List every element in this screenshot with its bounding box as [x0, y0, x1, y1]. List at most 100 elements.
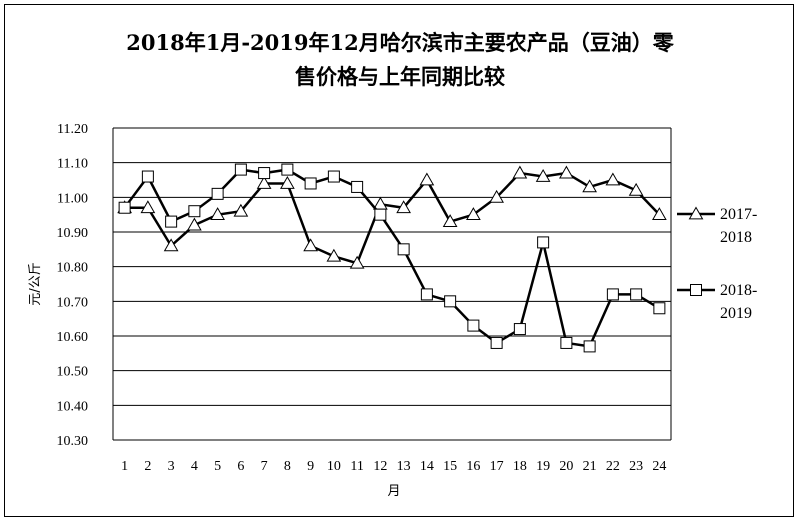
y-tick-label: 11.10 — [57, 157, 88, 172]
data-point-square — [397, 243, 410, 256]
data-point-square — [327, 170, 340, 183]
y-tick-label: 10.30 — [57, 434, 89, 449]
y-tick-label: 10.60 — [57, 330, 89, 345]
x-tick-label: 1 — [121, 459, 128, 474]
data-point-triangle — [303, 238, 318, 252]
data-point-triangle — [442, 214, 458, 227]
data-point-triangle — [163, 238, 179, 252]
legend-item-1: 2017- 2018 — [677, 206, 757, 246]
data-point-square — [211, 187, 224, 200]
y-tick-label: 10.90 — [57, 226, 89, 241]
data-point-square — [653, 302, 666, 315]
x-tick-label: 16 — [466, 459, 480, 474]
legend-label: 2018 — [720, 229, 752, 246]
x-tick-label: 18 — [513, 459, 527, 474]
data-point-square — [141, 170, 154, 183]
series-1 — [117, 165, 667, 269]
x-tick-label: 13 — [397, 459, 411, 474]
data-point-square — [281, 163, 294, 176]
data-point-square — [583, 340, 596, 353]
data-point-square — [630, 288, 643, 301]
legend-label: 2018- — [720, 282, 757, 299]
x-tick-label: 5 — [214, 459, 221, 474]
x-tick-label: 21 — [583, 459, 597, 474]
data-point-triangle — [688, 206, 704, 220]
data-point-triangle — [187, 217, 202, 231]
data-point-square — [606, 288, 619, 301]
x-tick-label: 17 — [490, 459, 504, 474]
data-point-square — [490, 336, 503, 349]
data-point-triangle — [326, 248, 342, 262]
data-point-square — [420, 288, 433, 301]
y-axis-label: 元/公斤 — [28, 262, 43, 305]
series-2 — [118, 163, 666, 353]
y-tick-labels: 10.30 10.40 10.50 10.60 10.70 10.80 10.90 11.00… — [57, 122, 89, 449]
x-tick-label: 3 — [168, 459, 175, 474]
data-point-square — [467, 319, 480, 332]
data-point-square — [258, 167, 271, 180]
x-tick-label: 9 — [307, 459, 314, 474]
x-tick-label: 19 — [536, 459, 550, 474]
data-point-triangle — [559, 165, 574, 179]
legend-item-2: 2018- 2019 — [677, 282, 757, 322]
data-point-square — [304, 177, 317, 190]
x-tick-label: 14 — [420, 459, 434, 474]
x-tick-label: 6 — [237, 459, 244, 474]
chart-title-line2: 售价格与上年同期比较 — [295, 64, 505, 89]
data-point-triangle — [210, 207, 225, 221]
x-tick-label: 2 — [144, 459, 151, 474]
data-point-triangle — [280, 175, 295, 189]
series-line — [123, 168, 661, 348]
data-point-square — [165, 215, 178, 228]
x-tick-label: 24 — [652, 459, 666, 474]
x-tick-label: 11 — [350, 459, 363, 474]
data-point-triangle — [256, 175, 272, 189]
chart-title: 2018年1月-2019年12月哈尔滨市主要农产品（豆油）零 售价格与上年同期比… — [0, 26, 800, 94]
x-tick-label: 15 — [443, 459, 457, 474]
data-point-triangle — [512, 165, 528, 179]
legend: 2017- 2018 2018- 2019 — [677, 206, 757, 322]
data-point-triangle — [466, 207, 481, 221]
data-point-square — [234, 163, 247, 176]
y-tick-label: 11.20 — [57, 122, 88, 137]
chart-frame — [4, 4, 794, 517]
x-tick-label: 12 — [373, 459, 387, 474]
data-point-square — [374, 208, 387, 221]
x-tick-label: 22 — [606, 459, 620, 474]
gridlines — [112, 127, 672, 441]
y-tick-label: 10.40 — [57, 399, 89, 414]
data-point-triangle — [396, 200, 411, 214]
series-line — [124, 171, 661, 265]
data-point-triangle — [140, 200, 156, 214]
chart-title-line1: 2018年1月-2019年12月哈尔滨市主要农产品（豆油）零 — [126, 30, 674, 55]
data-point-triangle — [582, 179, 597, 193]
y-tick-label: 11.00 — [57, 191, 88, 206]
y-tick-label: 10.70 — [57, 295, 89, 310]
x-axis-label: 月 — [387, 484, 400, 499]
data-point-triangle — [233, 203, 249, 217]
data-point-square — [444, 295, 457, 308]
data-point-triangle — [605, 172, 621, 186]
data-point-triangle — [349, 255, 365, 269]
x-tick-label: 23 — [629, 459, 643, 474]
data-point-square — [118, 201, 131, 214]
y-tick-label: 10.80 — [57, 261, 89, 276]
data-point-square — [560, 336, 573, 349]
data-point-square — [188, 205, 201, 218]
y-tick-label: 10.50 — [57, 365, 89, 380]
data-point-square — [513, 323, 526, 336]
data-point-square — [351, 180, 364, 193]
legend-label: 2017- — [720, 206, 757, 223]
data-point-square — [690, 284, 702, 296]
x-tick-label: 8 — [284, 459, 291, 474]
x-tick-label: 10 — [327, 459, 341, 474]
data-point-square — [537, 236, 550, 249]
data-point-triangle — [628, 182, 644, 196]
x-tick-label: 20 — [559, 459, 573, 474]
x-tick-labels: 1 2 3 4 5 6 7 8 9 10 11 12 13 14 15 16 17 18 19 20 21 22 23 24 — [121, 459, 666, 474]
data-point-triangle — [652, 207, 667, 221]
legend-label: 2019 — [720, 305, 752, 322]
data-point-triangle — [535, 169, 551, 182]
series-group — [117, 163, 667, 353]
